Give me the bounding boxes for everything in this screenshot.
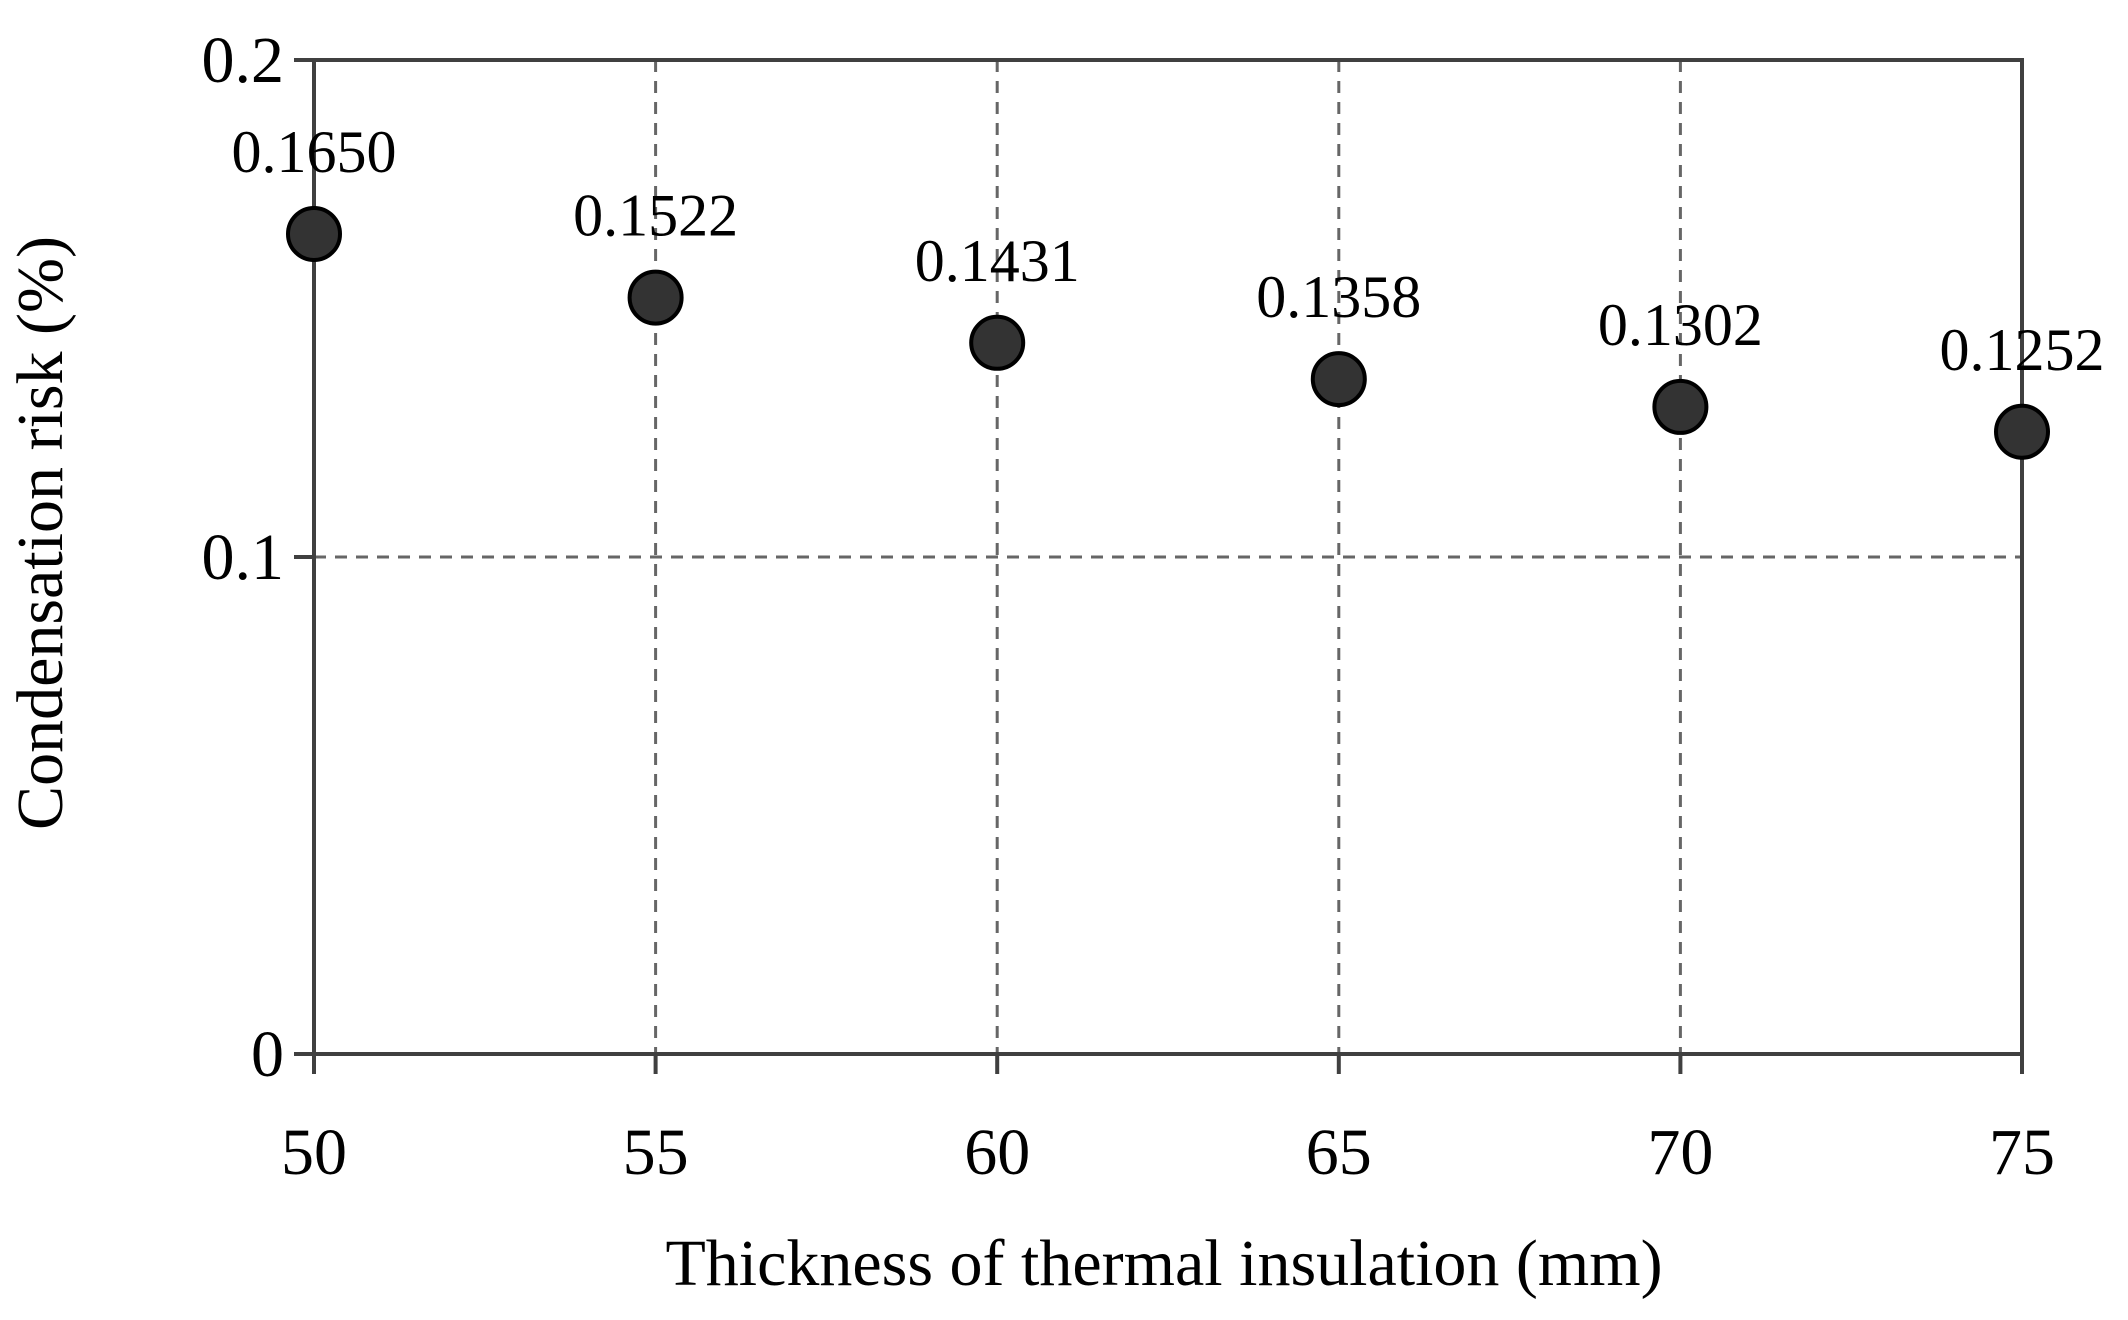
y-tick-label: 0.2 xyxy=(202,24,285,97)
grid-layer xyxy=(314,60,2022,1054)
data-label: 0.1650 xyxy=(232,119,397,185)
y-axis-title: Condensation risk (%) xyxy=(4,236,77,830)
x-tick-label: 65 xyxy=(1306,1116,1372,1189)
x-axis-title: Thickness of thermal insulation (mm) xyxy=(665,1227,1662,1300)
data-point xyxy=(627,269,684,326)
data-point xyxy=(1652,378,1709,435)
data-label: 0.1252 xyxy=(1940,317,2105,383)
x-tick-label: 70 xyxy=(1647,1116,1713,1189)
y-tick-label: 0.1 xyxy=(202,521,285,594)
y-tick-label: 0 xyxy=(251,1018,284,1091)
data-point xyxy=(286,205,342,262)
data-point xyxy=(969,314,1026,371)
x-tick-label: 55 xyxy=(623,1116,689,1189)
data-label: 0.1431 xyxy=(915,228,1080,294)
x-tick-label: 50 xyxy=(281,1116,347,1189)
data-label-layer: 0.1650 0.1522 0.1431 0.1358 0.1302 0.1252 xyxy=(232,119,2105,383)
axis-layer xyxy=(294,58,2024,1074)
data-label: 0.1358 xyxy=(1256,264,1421,330)
data-point xyxy=(1310,351,1367,408)
data-point xyxy=(1994,403,2050,460)
data-label: 0.1302 xyxy=(1598,292,1763,358)
x-tick-label: 75 xyxy=(1989,1116,2055,1189)
data-label: 0.1522 xyxy=(573,183,738,249)
tick-label-layer: 0 0.1 0.2 50 55 60 65 70 75 xyxy=(202,24,2056,1189)
data-point-layer xyxy=(286,205,2050,460)
x-tick-label: 60 xyxy=(964,1116,1030,1189)
